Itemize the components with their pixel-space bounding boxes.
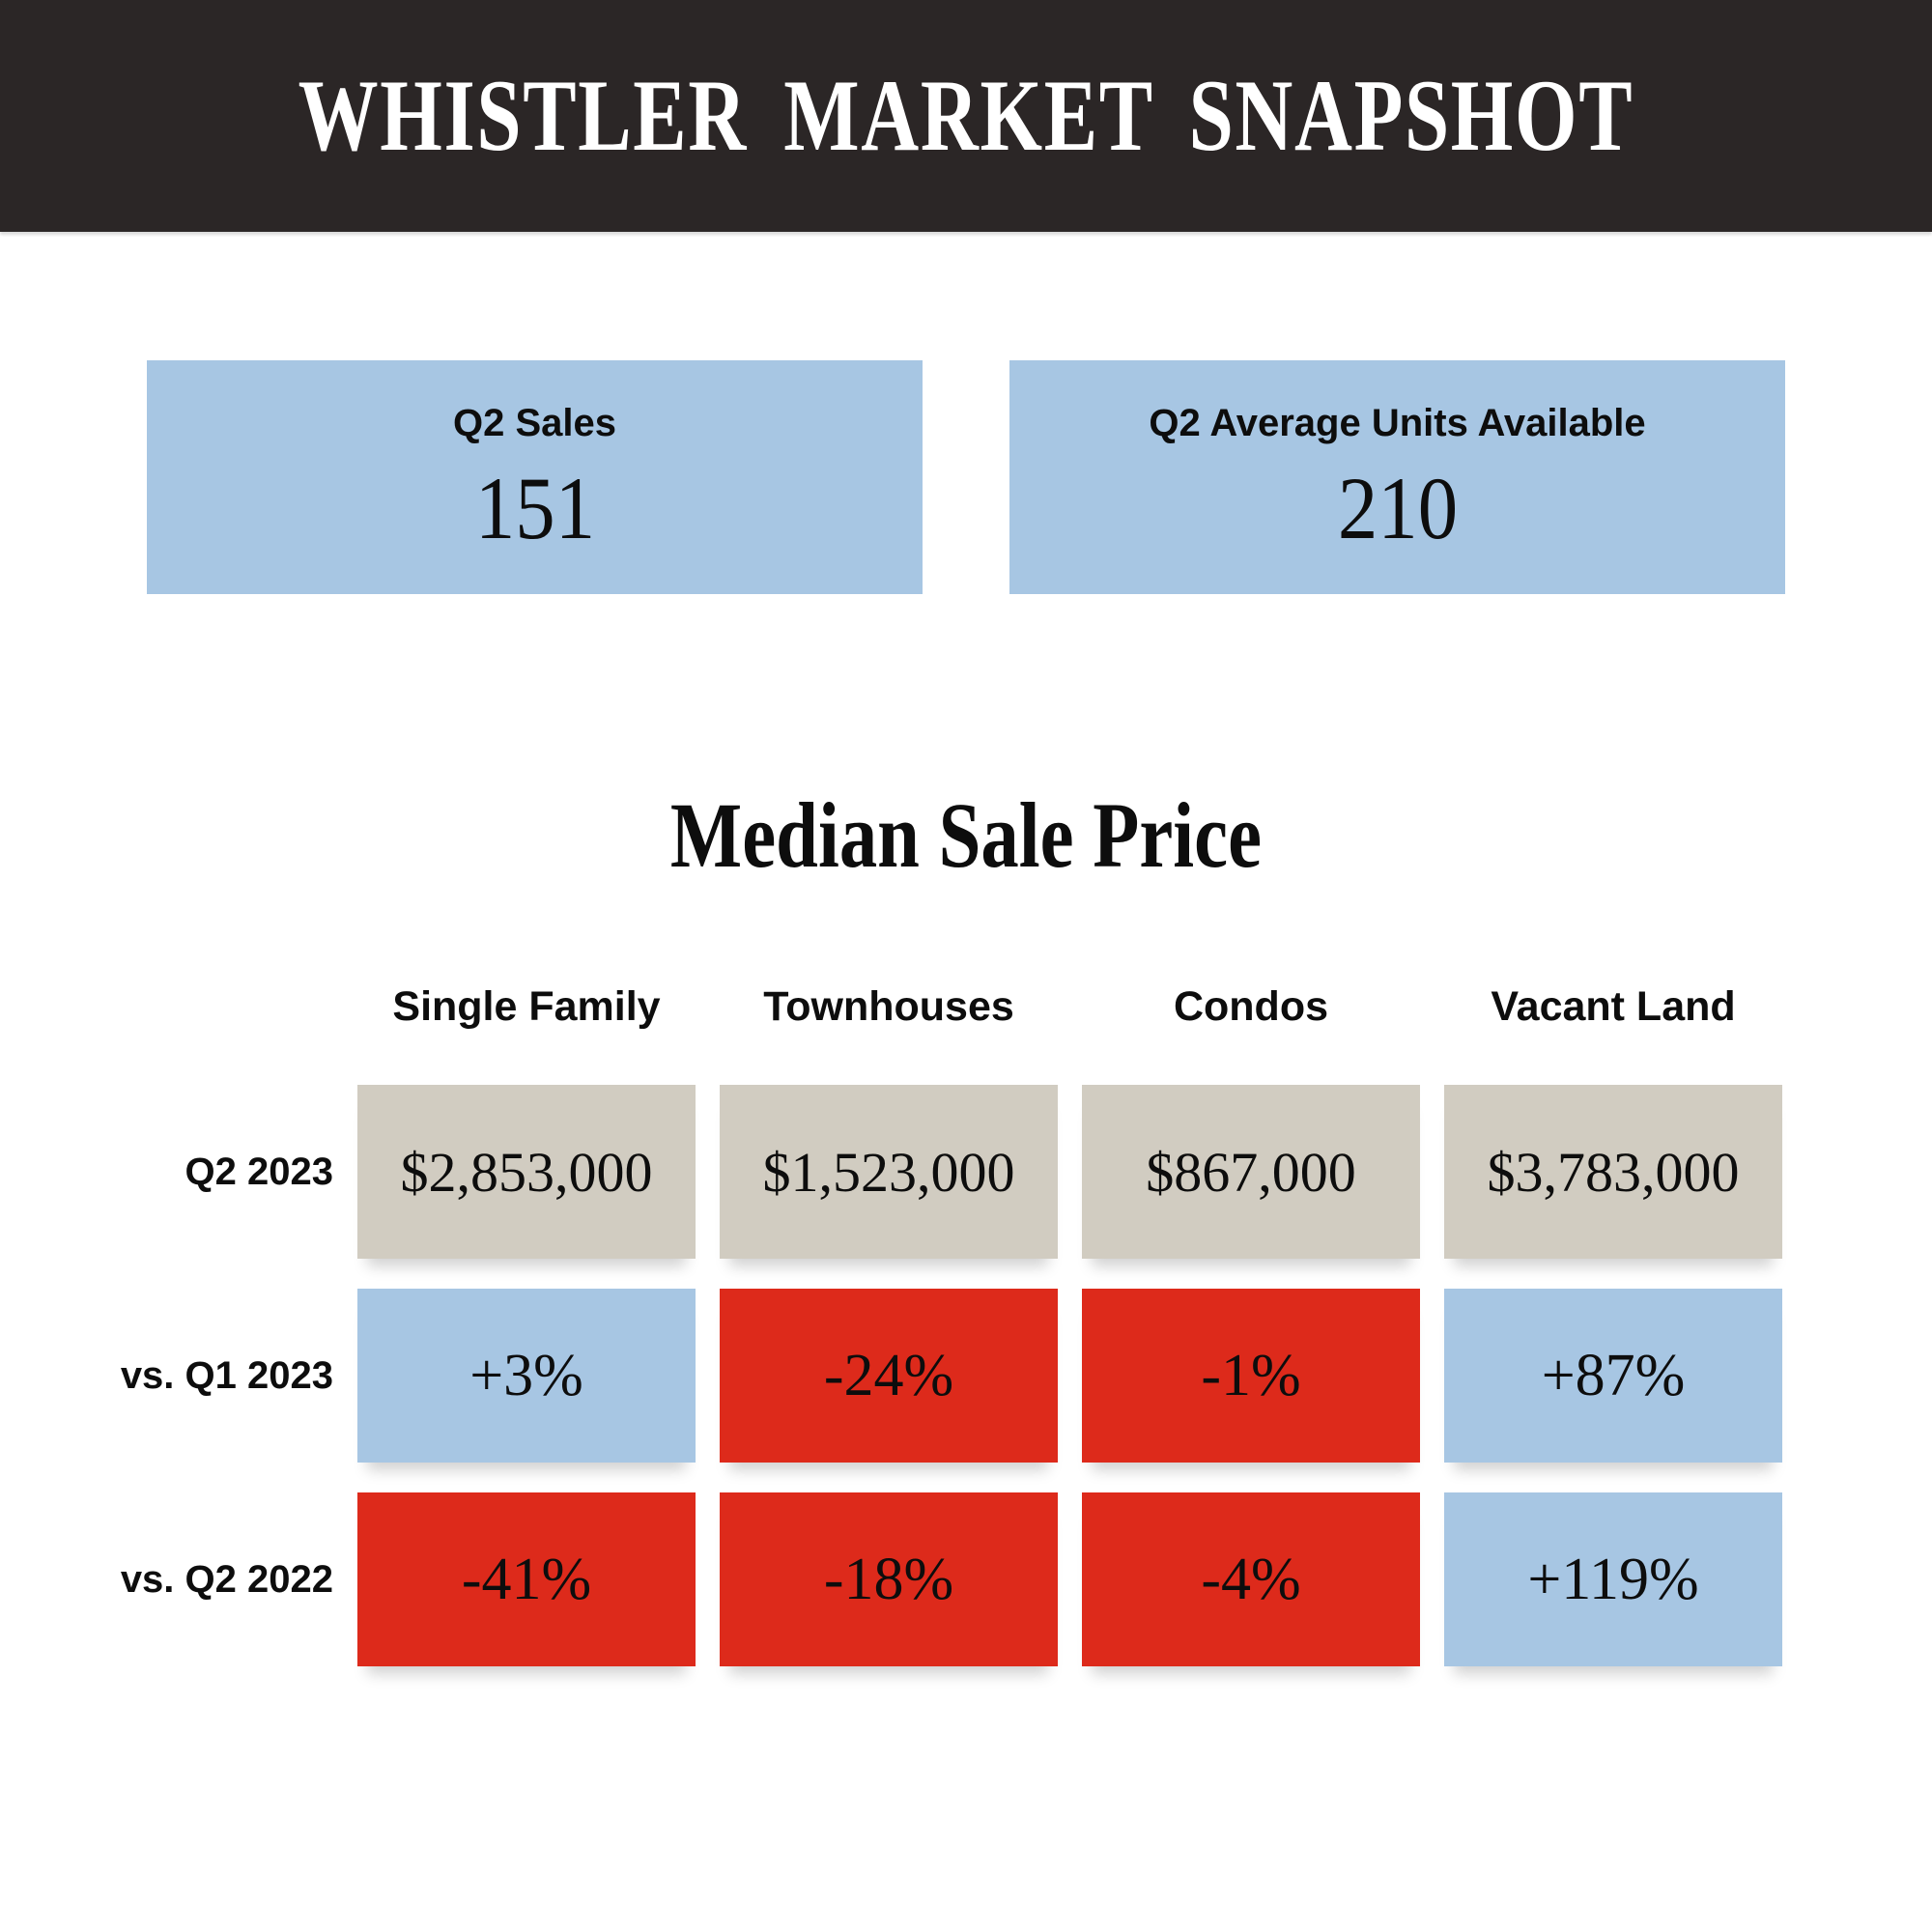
stats-row: Q2 Sales 151 Q2 Average Units Available …: [0, 360, 1932, 594]
column-header-single-family: Single Family: [392, 983, 661, 1031]
stat-label: Q2 Average Units Available: [1149, 402, 1646, 444]
table-cell: -41%: [357, 1492, 696, 1667]
page-title: WHISTLER MARKET SNAPSHOT: [298, 58, 1634, 173]
stat-value: 210: [1337, 459, 1458, 557]
table-cell: $2,853,000: [357, 1085, 696, 1260]
table-corner-spacer: [97, 983, 333, 1055]
stat-card-q2-average-units: Q2 Average Units Available 210: [1009, 360, 1785, 594]
stat-value: 151: [474, 459, 595, 557]
table-cell: -24%: [720, 1289, 1058, 1463]
table-cell: +119%: [1444, 1492, 1782, 1667]
stat-card-q2-sales: Q2 Sales 151: [147, 360, 923, 594]
header-bar: WHISTLER MARKET SNAPSHOT: [0, 0, 1932, 232]
column-header-vacant-land: Vacant Land: [1491, 983, 1736, 1031]
column-header-townhouses: Townhouses: [763, 983, 1014, 1031]
section-title-median-sale-price: Median Sale Price: [669, 783, 1263, 887]
median-price-table: Single Family Townhouses Condos Vacant L…: [97, 983, 1782, 1667]
table-cell: -4%: [1082, 1492, 1420, 1667]
table-cell: $3,783,000: [1444, 1085, 1782, 1260]
table-cell: +87%: [1444, 1289, 1782, 1463]
table-cell: $1,523,000: [720, 1085, 1058, 1260]
table-cell: -18%: [720, 1492, 1058, 1667]
column-header-condos: Condos: [1173, 983, 1329, 1031]
stat-label: Q2 Sales: [452, 402, 616, 444]
table-cell: -1%: [1082, 1289, 1420, 1463]
row-label-q2-2023: Q2 2023: [185, 1150, 333, 1193]
table-cell: +3%: [357, 1289, 696, 1463]
row-label-vs-q1-2023: vs. Q1 2023: [120, 1353, 333, 1397]
row-label-vs-q2-2022: vs. Q2 2022: [120, 1557, 333, 1601]
table-cell: $867,000: [1082, 1085, 1420, 1260]
